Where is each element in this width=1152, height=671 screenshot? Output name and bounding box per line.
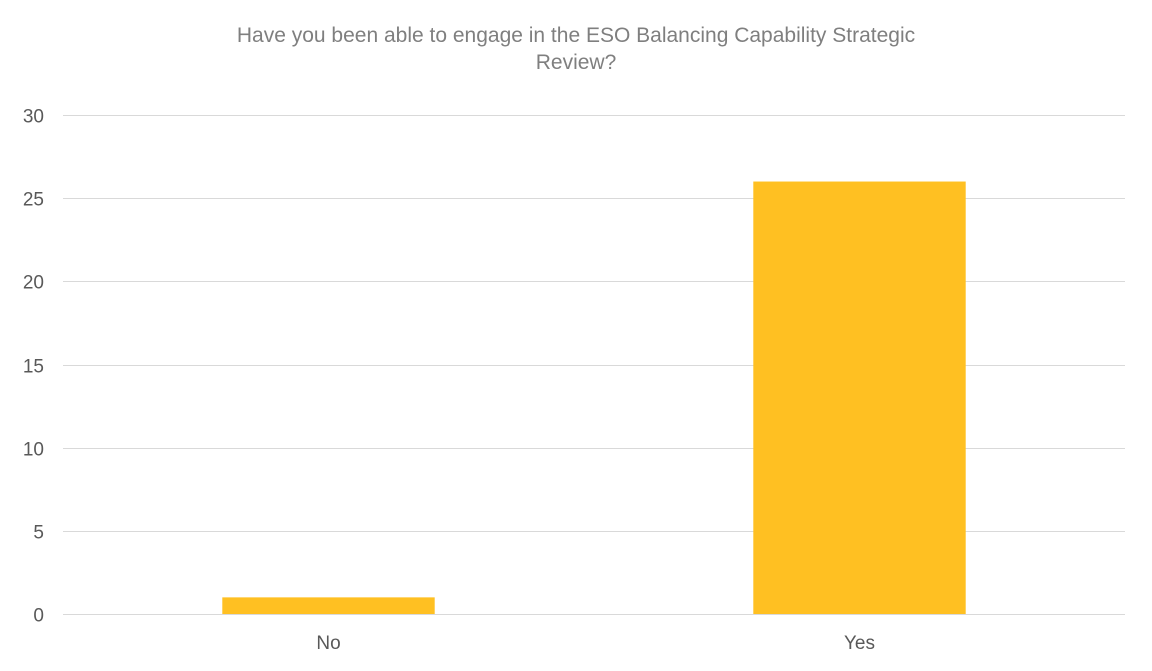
- y-tick-label: 25: [23, 190, 44, 211]
- y-tick-label: 30: [23, 107, 44, 128]
- bar-no: [222, 597, 435, 614]
- y-tick-label: 15: [23, 357, 44, 378]
- y-tick-label: 20: [23, 273, 44, 294]
- x-axis-tick-labels: No Yes: [316, 633, 875, 654]
- y-tick-label: 0: [33, 606, 44, 627]
- bar-yes: [753, 181, 966, 615]
- x-tick-label-no: No: [316, 633, 340, 654]
- y-tick-label: 5: [33, 523, 44, 544]
- y-axis-tick-labels: 0 5 10 15 20 25 30: [23, 107, 44, 627]
- bars: [222, 181, 966, 615]
- x-tick-label-yes: Yes: [844, 633, 875, 654]
- gridlines: [63, 115, 1125, 615]
- y-tick-label: 10: [23, 440, 44, 461]
